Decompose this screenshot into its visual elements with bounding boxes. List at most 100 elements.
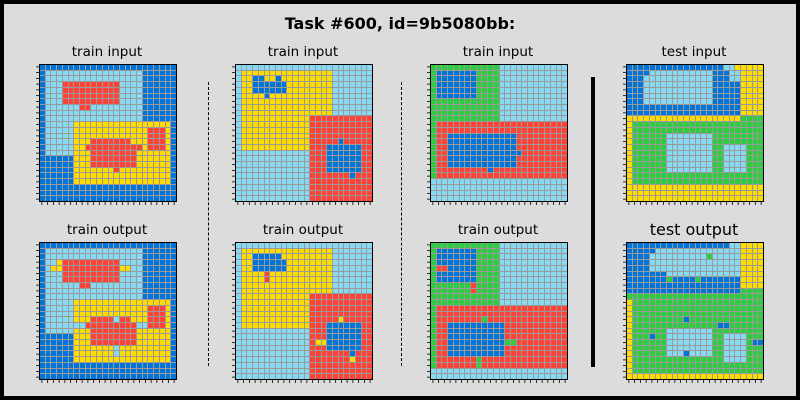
grid-cell [488,87,493,93]
grid-cell [281,196,287,201]
grid-cell [367,99,372,104]
grid-cell [171,340,176,345]
grid-cell [706,104,712,110]
grid-cell [638,322,644,328]
grid-cell [488,76,493,82]
grid-cell [241,277,247,282]
grid-cell [735,243,741,248]
grid-cell [516,282,522,288]
grid-cell [627,110,632,116]
grid-cell [724,116,729,122]
grid-cell [119,300,125,305]
grid-cell [533,328,539,334]
grid-cell [510,260,516,265]
grid-cell [264,116,270,122]
grid-cell [159,196,165,201]
grid-cell [718,116,724,122]
grid-cell [459,271,465,277]
grid-cell [287,265,293,271]
grid-cell [91,70,97,76]
grid-cell [131,93,137,99]
grid-cell [333,133,338,139]
grid-cell [684,184,689,190]
grid-cell [241,248,247,254]
grid-cell [550,334,556,340]
grid-cell [148,179,154,184]
grid-cell [499,162,505,167]
grid-cell [159,368,165,374]
grid-cell [165,357,171,362]
grid-cell [649,144,655,150]
grid-cell [350,122,355,127]
grid-cell [516,328,522,334]
grid-cell [131,322,137,328]
grid-cell [712,357,718,362]
grid-cell [644,139,649,144]
grid-cell [488,317,493,322]
grid-cell [701,82,706,87]
grid-cell [142,374,148,379]
grid-cell [361,190,367,196]
grid-cell [68,127,74,133]
grid-cell [159,277,165,282]
grid-cell [114,167,119,173]
grid-cell [678,133,684,139]
grid-cell [270,362,275,368]
grid-cell [315,104,321,110]
grid-cell [488,104,493,110]
grid-cell [689,340,695,345]
grid-cell [436,300,442,305]
grid-cell [678,351,684,357]
grid-cell [488,122,493,127]
grid-cell [142,110,148,116]
grid-cell [247,317,253,322]
grid-cell [253,70,258,76]
grid-cell [729,322,735,328]
grid-cell [293,133,298,139]
grid-cell [528,87,533,93]
grid-cell [287,254,293,260]
grid-cell [533,133,539,139]
grid-cell [493,282,499,288]
grid-cell [293,99,298,104]
grid-cell [367,133,372,139]
grid-cell [310,167,315,173]
grid-cell [236,340,241,345]
grid-cell [125,282,131,288]
grid-cell [465,179,470,184]
grid-cell [338,122,344,127]
grid-cell [171,110,176,116]
grid-cell [137,167,142,173]
grid-cell [482,362,488,368]
grid-cell [40,362,45,368]
grid-cell [562,334,567,340]
grid-cell [539,328,545,334]
grid-cell [344,196,350,201]
grid-cell [459,294,465,300]
grid-cell [51,127,57,133]
grid-cell [476,260,482,265]
grid-cell [57,70,62,76]
grid-cell [499,345,505,351]
grid-cell [327,351,333,357]
grid-cell [281,167,287,173]
grid-cell [79,294,85,300]
grid-cell [298,99,304,104]
grid-cell [666,93,672,99]
grid-cell [171,271,176,277]
grid-cell [45,76,51,82]
grid-cell [746,265,752,271]
grid-cell [701,288,706,294]
grid-cell [684,340,689,345]
grid-cell [310,357,315,362]
grid-cell [522,248,528,254]
grid-cell [505,122,510,127]
grid-cell [706,294,712,300]
grid-cell [550,288,556,294]
grid-cell [695,254,701,260]
grid-cell [706,328,712,334]
grid-cell [344,116,350,122]
grid-cell [367,271,372,277]
grid-cell [431,173,436,179]
grid-cell [545,179,550,184]
